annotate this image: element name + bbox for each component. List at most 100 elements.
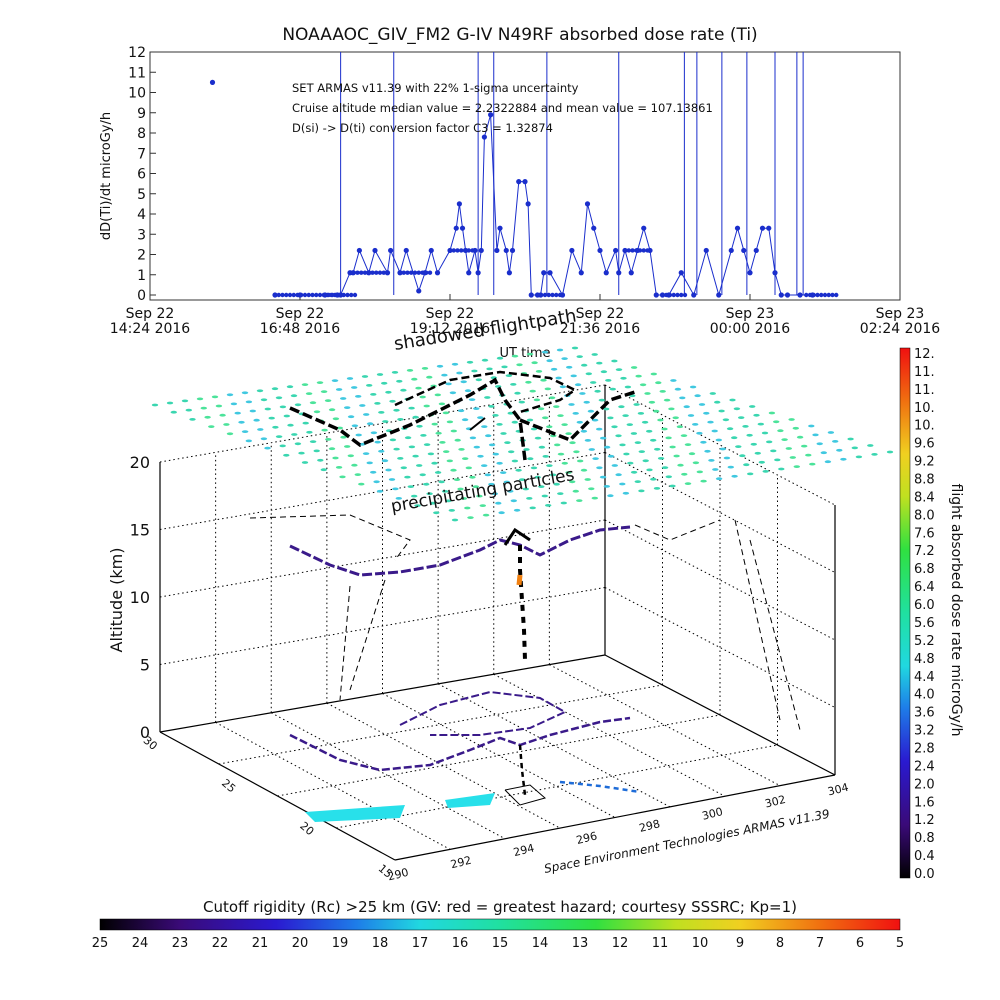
longitude-tick-label: 290: [386, 866, 410, 884]
particle-marker: [684, 482, 692, 485]
y-tick-label: 8: [137, 126, 146, 142]
particle-marker: [279, 405, 287, 409]
particle-marker: [271, 387, 279, 391]
particle-marker: [633, 403, 640, 406]
data-point: [554, 292, 559, 298]
particle-marker: [507, 489, 514, 493]
dose-colorbar-tick: 8.0: [914, 508, 935, 523]
particle-marker: [711, 429, 718, 433]
data-point: [314, 292, 319, 298]
particle-marker: [467, 516, 474, 519]
dose-colorbar-tick: 6.0: [914, 598, 935, 613]
x-tick-label: 19:12 2016: [410, 321, 491, 337]
particle-marker: [204, 415, 211, 419]
particle-marker: [851, 446, 858, 450]
particle-marker: [579, 392, 586, 395]
particle-marker: [431, 422, 438, 426]
data-point: [427, 270, 433, 275]
particle-marker: [275, 396, 283, 400]
rigidity-colorbar-ticks: 25 24 23 22 21 20 19 18 17 16 15 14 13 12 11 10 9 8 7 6 5: [92, 936, 904, 951]
y-tick-label: 0: [137, 288, 146, 304]
data-point: [377, 270, 383, 275]
particle-marker: [596, 361, 603, 365]
particle-marker: [607, 454, 615, 458]
data-point: [456, 201, 462, 207]
particle-marker: [504, 441, 511, 444]
particle-marker: [603, 407, 610, 411]
particle-marker: [812, 433, 819, 437]
particle-marker: [249, 409, 256, 413]
particle-marker: [189, 418, 196, 421]
data-point: [362, 270, 368, 275]
data-point: [330, 292, 335, 298]
particle-marker: [514, 391, 521, 395]
annotation-precipitating-particles: precipitating particles: [389, 465, 576, 517]
data-point: [667, 292, 673, 298]
particle-marker: [340, 435, 347, 439]
particle-marker: [719, 447, 727, 451]
chart-title: NOAAAOC_GIV_FM2 G-IV N49RF absorbed dose…: [282, 25, 757, 45]
particle-marker: [626, 423, 633, 426]
dose-colorbar-tick: 5.2: [914, 634, 935, 649]
flight-track-altitude: [516, 574, 523, 586]
particle-marker: [454, 438, 461, 442]
particle-marker: [385, 390, 392, 394]
particle-marker: [420, 434, 427, 437]
particle-marker: [381, 459, 389, 463]
data-point: [447, 248, 453, 253]
particle-marker: [757, 422, 764, 426]
altitude-tick-label: 5: [140, 656, 150, 675]
grid-line: [604, 654, 836, 776]
particle-marker: [414, 504, 421, 507]
particle-marker: [309, 401, 317, 405]
dose-colorbar-tick: 8.8: [914, 473, 935, 488]
particle-marker: [518, 400, 525, 404]
particle-marker: [332, 417, 340, 421]
annotation-line-3: D(si) -> D(ti) conversion factor C3 = 1.…: [292, 121, 553, 135]
particle-marker: [370, 431, 378, 435]
particle-marker: [245, 439, 252, 443]
particle-marker: [840, 457, 847, 461]
particle-marker: [226, 393, 234, 397]
particle-marker: [430, 384, 437, 388]
particle-marker: [492, 452, 499, 456]
particle-marker: [181, 399, 189, 403]
particle-marker: [423, 482, 430, 486]
particle-marker: [473, 407, 480, 410]
particle-marker: [469, 436, 477, 440]
particle-marker: [325, 438, 332, 441]
particle-marker: [441, 490, 449, 493]
data-point: [397, 270, 403, 275]
particle-marker: [505, 374, 513, 377]
particle-marker: [260, 398, 268, 402]
data-point: [664, 292, 669, 298]
particle-marker: [426, 375, 433, 379]
particle-marker: [331, 379, 339, 382]
particle-marker: [477, 454, 484, 458]
data-point: [547, 270, 553, 276]
data-point: [374, 270, 379, 275]
particle-marker: [587, 409, 595, 413]
particle-marker: [495, 501, 502, 505]
data-point: [351, 270, 356, 275]
particle-marker: [516, 363, 523, 367]
particle-marker: [460, 497, 468, 500]
particle-marker: [712, 468, 719, 471]
data-point: [317, 292, 323, 298]
particle-marker: [435, 431, 442, 435]
particle-marker: [600, 436, 607, 440]
data-point: [453, 225, 459, 231]
particle-marker: [568, 403, 575, 406]
dose-colorbar-tick: 2.0: [914, 777, 935, 792]
particle-marker: [527, 457, 534, 461]
particle-marker: [245, 400, 253, 404]
particle-marker: [393, 408, 400, 412]
particle-marker: [715, 438, 722, 442]
particle-marker: [378, 449, 385, 453]
dose-colorbar-tick: 6.8: [914, 562, 935, 577]
grid-line: [493, 673, 726, 797]
particle-marker: [624, 385, 632, 389]
particle-marker: [395, 497, 402, 500]
